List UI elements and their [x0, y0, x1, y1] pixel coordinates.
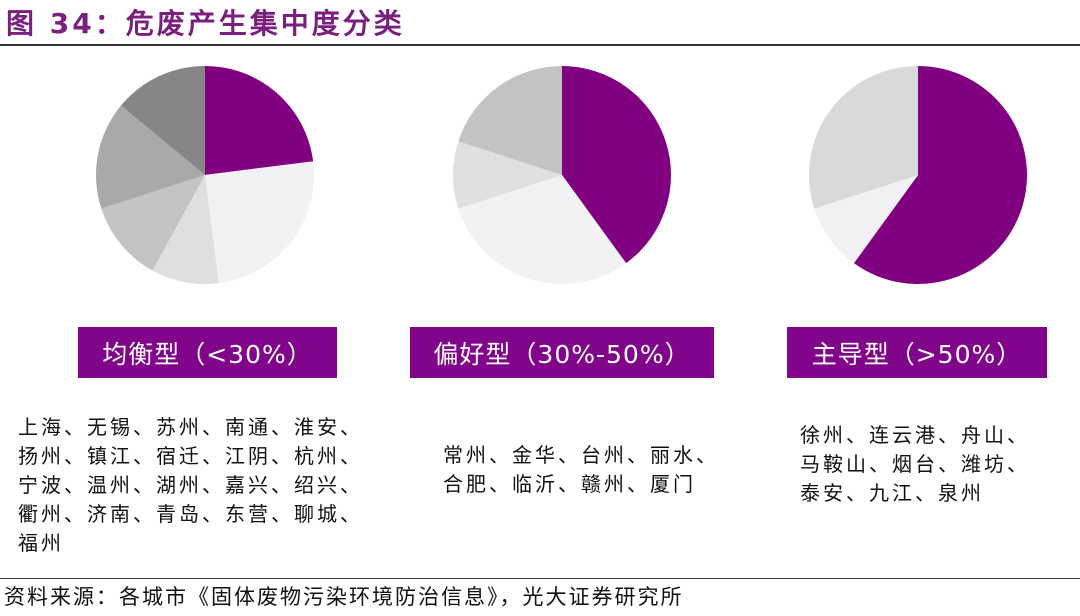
city-line: 上海、无锡、苏州、南通、淮安、: [18, 415, 363, 439]
pie-slice: [562, 66, 671, 264]
source-note: 资料来源：各城市《固体废物污染环境防治信息》，光大证券研究所: [4, 585, 684, 609]
city-line: 徐州、连云港、舟山、: [800, 423, 1030, 447]
city-list-balanced: 上海、无锡、苏州、南通、淮安、 扬州、镇江、宿迁、江阴、杭州、 宁波、温州、湖州、嘉…: [18, 413, 363, 558]
pie-slice: [101, 175, 205, 271]
figure-title: 图 34：危废产生集中度分类: [6, 7, 405, 40]
pie-chart-preferred: [453, 66, 671, 284]
category-label-dominant: 主导型（>50%）: [787, 327, 1047, 378]
city-line: 衢州、济南、青岛、东营、聊城、: [18, 502, 363, 526]
footer-divider: [0, 578, 1080, 579]
pie-slice: [121, 66, 205, 175]
city-list-dominant: 徐州、连云港、舟山、 马鞍山、烟台、潍坊、 泰安、九江、泉州: [800, 421, 1030, 508]
pie-slice: [458, 66, 562, 175]
pie-slice: [453, 141, 562, 209]
pie-slice: [205, 161, 314, 284]
city-line: 宁波、温州、湖州、嘉兴、绍兴、: [18, 473, 363, 497]
city-line: 常州、金华、台州、丽水、: [443, 443, 719, 467]
category-label-balanced: 均衡型（<30%）: [78, 327, 337, 378]
city-list-preferred: 常州、金华、台州、丽水、 合肥、临沂、赣州、厦门: [443, 441, 719, 499]
city-line: 扬州、镇江、宿迁、江阴、杭州、: [18, 444, 363, 468]
category-label-preferred: 偏好型（30%-50%）: [410, 327, 714, 378]
pie-slice: [853, 66, 1027, 284]
pie-slice: [814, 175, 918, 264]
city-line: 福州: [18, 531, 64, 555]
pie-chart-balanced: [96, 66, 314, 284]
pie-slice: [458, 175, 627, 284]
pie-slice: [809, 66, 918, 209]
city-line: 马鞍山、烟台、潍坊、: [800, 452, 1030, 476]
city-line: 泰安、九江、泉州: [800, 481, 984, 505]
pie-slice: [152, 175, 219, 284]
pie-slice: [205, 66, 314, 175]
title-divider: [0, 44, 1080, 46]
city-line: 合肥、临沂、赣州、厦门: [443, 472, 696, 496]
pie-chart-dominant: [809, 66, 1027, 284]
pie-slice: [96, 105, 205, 209]
